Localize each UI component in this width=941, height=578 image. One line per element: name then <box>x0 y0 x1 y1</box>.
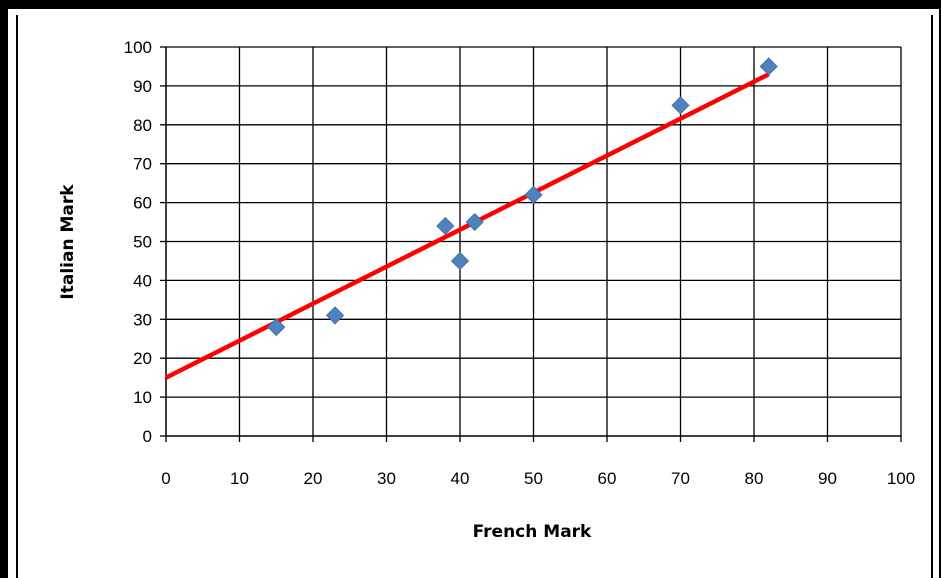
x-tick-label: 100 <box>887 469 915 488</box>
x-axis-title: French Mark <box>473 522 592 542</box>
y-tick-label: 100 <box>124 38 152 57</box>
data-point <box>325 306 345 325</box>
data-point <box>436 216 455 236</box>
y-tick-label: 0 <box>143 427 152 446</box>
y-tick-label: 30 <box>133 310 152 329</box>
y-axis-title: Italian Mark <box>58 184 78 300</box>
trendline-group <box>164 72 770 380</box>
data-point <box>671 96 690 115</box>
y-tick-label: 90 <box>133 77 152 96</box>
y-tick-label: 80 <box>133 116 152 135</box>
data-points <box>267 57 778 337</box>
y-tick-label: 20 <box>133 349 152 368</box>
x-tick-label: 10 <box>230 469 249 488</box>
data-point <box>450 251 470 271</box>
x-tick-label: 30 <box>377 469 396 488</box>
y-tick-label: 40 <box>133 271 152 290</box>
data-point <box>759 57 778 76</box>
data-point <box>465 212 484 232</box>
frame-inner-rule-right <box>931 15 933 578</box>
y-tick-label: 50 <box>133 233 152 252</box>
data-point <box>524 185 543 204</box>
tick-labels: 0 10 20 30 40 50 60 70 80 90 100 0 10 20 30 40 50 60 70 80 9… <box>124 38 916 488</box>
x-tick-label: 50 <box>524 469 543 488</box>
axes <box>160 46 902 442</box>
y-tick-label: 60 <box>133 194 152 213</box>
y-tick-label: 70 <box>133 155 152 174</box>
y-tick-label: 10 <box>133 388 152 407</box>
trendline <box>164 72 770 380</box>
x-tick-label: 40 <box>451 469 470 488</box>
data-point <box>267 318 286 337</box>
x-tick-label: 80 <box>745 469 764 488</box>
x-tick-label: 20 <box>304 469 323 488</box>
frame-inner-rule-left <box>16 15 18 578</box>
x-tick-label: 0 <box>161 469 170 488</box>
x-tick-label: 70 <box>671 469 690 488</box>
gridlines <box>166 46 902 436</box>
x-tick-label: 90 <box>818 469 837 488</box>
x-tick-label: 60 <box>598 469 617 488</box>
